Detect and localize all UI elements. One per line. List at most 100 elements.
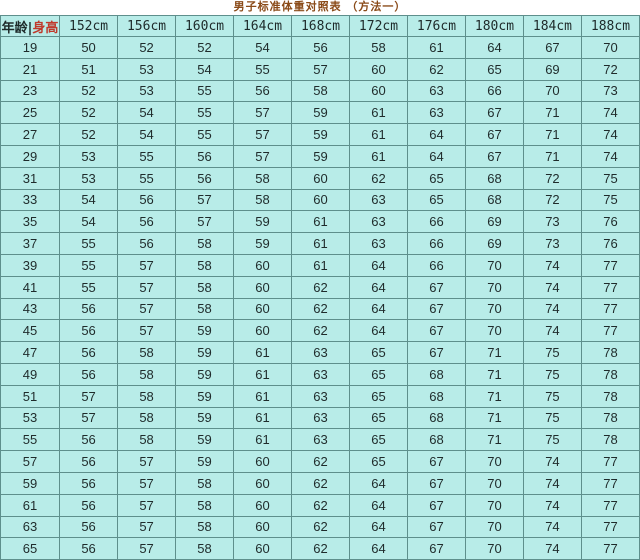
weight-cell: 57	[175, 210, 235, 234]
weight-cell: 56	[59, 428, 119, 452]
weight-cell: 55	[175, 101, 235, 125]
weight-cell: 56	[59, 319, 119, 343]
age-cell: 33	[0, 188, 61, 212]
weight-cell: 62	[291, 493, 350, 517]
weight-cell: 56	[59, 362, 119, 386]
table-row: 55 56 58 59 61 63 65 68 71 75 78	[0, 428, 640, 452]
weight-cell: 59	[291, 144, 350, 168]
weight-cell: 56	[233, 79, 293, 103]
weight-cell: 57	[117, 450, 177, 473]
weight-cell: 56	[59, 471, 119, 495]
age-cell: 55	[0, 428, 61, 452]
weight-cell: 72	[580, 57, 640, 81]
weight-cell: 52	[117, 36, 177, 59]
weight-cell: 53	[59, 166, 119, 190]
weight-cell: 70	[464, 493, 524, 517]
weight-cell: 63	[406, 79, 466, 103]
weight-cell: 57	[233, 101, 293, 125]
weight-cell: 65	[349, 341, 408, 364]
weight-cell: 65	[349, 362, 408, 386]
weight-cell: 55	[117, 166, 177, 190]
weight-cell: 76	[580, 232, 640, 255]
weight-cell: 59	[175, 362, 235, 386]
weight-cell: 55	[59, 232, 119, 255]
weight-cell: 58	[175, 471, 235, 495]
weight-cell: 67	[406, 493, 466, 517]
weight-cell: 67	[406, 471, 466, 495]
weight-cell: 70	[464, 275, 524, 299]
weight-cell: 57	[117, 297, 177, 321]
weight-cell: 63	[291, 384, 350, 408]
weight-cell: 74	[522, 275, 582, 299]
weight-cell: 66	[406, 253, 466, 277]
weight-cell: 61	[233, 341, 293, 364]
table-row: 35 54 56 57 59 61 63 66 69 73 76	[0, 210, 640, 234]
weight-cell: 65	[406, 188, 466, 212]
weight-cell: 66	[406, 232, 466, 255]
weight-cell: 68	[406, 428, 466, 452]
weight-cell: 72	[522, 166, 582, 190]
weight-cell: 67	[406, 341, 466, 364]
weight-cell: 67	[522, 36, 582, 59]
weight-cell: 72	[522, 188, 582, 212]
weight-cell: 71	[522, 144, 582, 168]
table-row: 19 50 52 52 54 56 58 61 64 67 70	[0, 36, 640, 59]
weight-cell: 64	[349, 471, 408, 495]
column-header: 188cm	[580, 15, 640, 37]
weight-cell: 52	[59, 101, 119, 125]
weight-cell: 63	[291, 341, 350, 364]
weight-cell: 71	[522, 123, 582, 146]
weight-cell: 73	[522, 210, 582, 234]
weight-cell: 54	[59, 188, 119, 212]
weight-cell: 57	[233, 144, 293, 168]
weight-cell: 75	[522, 428, 582, 452]
weight-cell: 62	[291, 515, 350, 539]
weight-cell: 71	[464, 341, 524, 364]
weight-cell: 57	[117, 493, 177, 517]
weight-cell: 74	[580, 144, 640, 168]
weight-cell: 73	[522, 232, 582, 255]
weight-cell: 60	[233, 297, 293, 321]
weight-cell: 59	[291, 123, 350, 146]
weight-cell: 63	[349, 210, 408, 234]
weight-cell: 62	[291, 319, 350, 343]
column-header: 168cm	[291, 15, 350, 37]
age-cell: 31	[0, 166, 61, 190]
weight-cell: 78	[580, 428, 640, 452]
weight-cell: 59	[175, 406, 235, 430]
column-header: 152cm	[59, 15, 119, 37]
weight-cell: 54	[117, 123, 177, 146]
weight-cell: 61	[233, 406, 293, 430]
weight-cell: 74	[522, 450, 582, 473]
weight-cell: 60	[233, 450, 293, 473]
weight-cell: 61	[233, 428, 293, 452]
age-cell: 23	[0, 79, 61, 103]
weight-cell: 77	[580, 450, 640, 473]
weight-cell: 55	[233, 57, 293, 81]
age-cell: 29	[0, 144, 61, 168]
weight-cell: 64	[406, 144, 466, 168]
table-row: 25 52 54 55 57 59 61 63 67 71 74	[0, 101, 640, 125]
weight-cell: 74	[522, 493, 582, 517]
weight-cell: 74	[522, 515, 582, 539]
weight-cell: 62	[349, 166, 408, 190]
weight-cell: 75	[522, 341, 582, 364]
weight-cell: 64	[464, 36, 524, 59]
table-row: 51 57 58 59 61 63 65 68 71 75 78	[0, 384, 640, 408]
weight-cell: 57	[117, 515, 177, 539]
weight-cell: 65	[349, 428, 408, 452]
age-cell: 41	[0, 275, 61, 299]
weight-cell: 67	[464, 101, 524, 125]
weight-cell: 77	[580, 275, 640, 299]
weight-cell: 60	[233, 253, 293, 277]
weight-cell: 58	[117, 362, 177, 386]
weight-cell: 53	[59, 144, 119, 168]
age-cell: 25	[0, 101, 61, 125]
corner-right-label: 身高	[32, 20, 59, 36]
weight-cell: 70	[464, 319, 524, 343]
weight-cell: 54	[59, 210, 119, 234]
weight-cell: 77	[580, 515, 640, 539]
column-header: 184cm	[522, 15, 582, 37]
weight-cell: 63	[349, 188, 408, 212]
weight-cell: 56	[175, 144, 235, 168]
